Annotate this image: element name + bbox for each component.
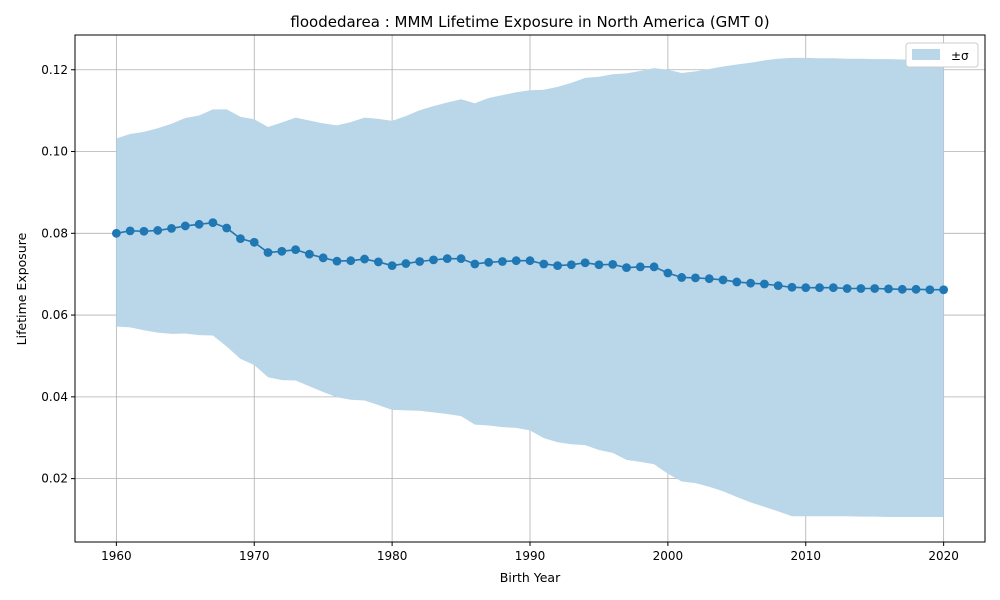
data-point [539, 259, 549, 269]
data-point [429, 255, 438, 265]
data-point [360, 254, 369, 264]
data-point [304, 249, 314, 259]
data-point [649, 262, 659, 272]
x-tick-label: 1970 [239, 549, 270, 563]
data-point [511, 256, 521, 266]
data-point [939, 285, 949, 295]
data-point [635, 262, 645, 272]
x-tick-label: 2010 [790, 549, 821, 563]
y-axis-title: Lifetime Exposure [14, 232, 29, 345]
data-point [194, 219, 204, 229]
data-point [911, 284, 921, 294]
data-point [925, 285, 935, 295]
data-point [746, 278, 756, 288]
data-point [125, 226, 135, 236]
data-point [346, 256, 356, 266]
y-tick-label: 0.12 [41, 63, 68, 77]
data-point [732, 277, 742, 287]
data-point [856, 284, 866, 293]
x-tick-label: 1990 [515, 549, 546, 563]
legend-swatch-band [912, 49, 940, 60]
legend: ±σ [905, 42, 979, 68]
data-point [167, 223, 176, 233]
data-point [608, 259, 618, 269]
data-point [759, 279, 769, 289]
data-point [442, 254, 452, 264]
plot-area: 1960 1970 1980 1990 2000 2010 2020 0.02 0.04 0.06… [41, 34, 986, 563]
data-point [498, 257, 507, 266]
data-point [139, 226, 149, 236]
data-point [153, 226, 163, 235]
data-point [111, 228, 121, 238]
y-tick-label: 0.10 [41, 145, 68, 159]
data-point [704, 274, 714, 284]
data-point [691, 273, 700, 283]
legend-label-band: ±σ [951, 49, 969, 63]
data-point [773, 281, 783, 291]
data-point [594, 260, 604, 270]
data-point [663, 268, 673, 278]
data-point [553, 261, 562, 271]
y-tick-label: 0.08 [41, 226, 68, 240]
data-point [236, 234, 245, 244]
data-point [291, 245, 301, 255]
data-point [718, 275, 728, 285]
y-tick-label: 0.06 [41, 308, 68, 322]
data-point [677, 273, 687, 282]
data-point [415, 257, 425, 266]
data-point [870, 284, 880, 293]
data-point [580, 258, 590, 268]
x-tick-label: 1960 [101, 549, 132, 563]
data-point [525, 256, 535, 266]
data-point [401, 259, 411, 268]
data-point [277, 246, 287, 256]
data-point [332, 256, 342, 266]
y-tick-label: 0.02 [41, 472, 68, 486]
x-tick-label: 1980 [377, 549, 408, 563]
data-point [180, 221, 190, 231]
data-point [828, 283, 838, 293]
data-point [456, 254, 466, 264]
data-point [373, 257, 383, 267]
data-point [263, 248, 273, 257]
data-point [897, 284, 907, 294]
data-point [387, 261, 397, 271]
data-point [318, 253, 328, 263]
chart-title: floodedarea : MMM Lifetime Exposure in N… [290, 13, 769, 31]
sigma-band [116, 57, 944, 518]
y-tick-label: 0.04 [41, 390, 68, 404]
data-point [208, 218, 218, 228]
data-point [842, 284, 852, 293]
data-point [884, 284, 893, 294]
data-point [484, 257, 494, 267]
x-tick-label: 2020 [928, 549, 959, 563]
data-point [815, 283, 824, 293]
x-axis-title: Birth Year [500, 570, 561, 585]
data-point [470, 259, 480, 269]
data-point [566, 260, 576, 270]
data-point [222, 223, 232, 233]
data-point [787, 282, 797, 292]
data-point [801, 283, 811, 293]
x-tick-label: 2000 [653, 549, 684, 563]
data-point [249, 237, 259, 247]
data-point [622, 263, 631, 273]
